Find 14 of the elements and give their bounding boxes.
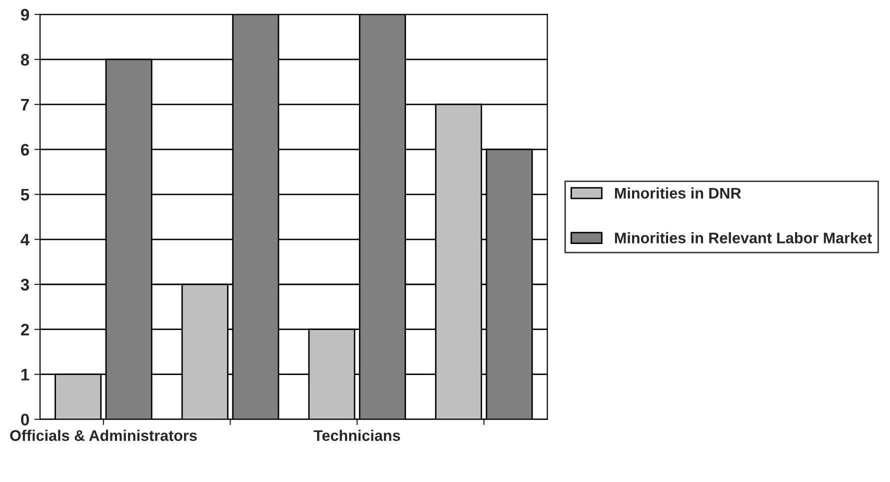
y-tick-label: 8 [20, 54, 30, 66]
y-tick-label: 9 [20, 8, 30, 21]
y-tick-label: 2 [20, 324, 29, 336]
y-tick-label: 6 [20, 144, 30, 156]
y-tick-label: 4 [20, 234, 30, 246]
legend-label: Minorities in Relevant Labor Market [615, 232, 872, 244]
y-tick-label: 7 [21, 99, 29, 110]
y-tick-label: 5 [20, 188, 30, 201]
x-tick-label: Officials & Administrators [10, 430, 197, 441]
y-tick-label: 0 [21, 414, 29, 426]
y-tick-label: 3 [20, 278, 30, 291]
x-tick-label: Technicians [314, 430, 400, 441]
legend-label: Minorities in DNR [615, 187, 742, 199]
y-tick-label: 1 [21, 368, 30, 380]
